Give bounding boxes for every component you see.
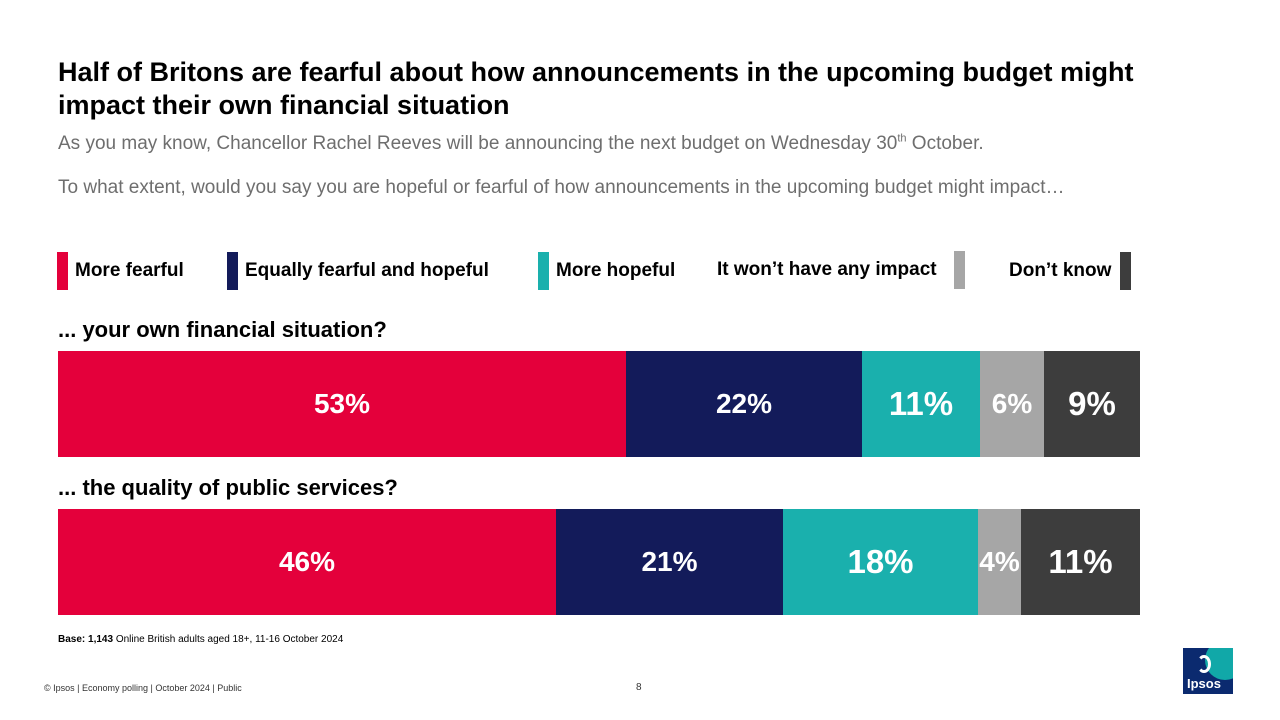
legend-item-equally: Equally fearful and hopeful	[227, 252, 489, 290]
bar-segment-public-more-hopeful: 18%	[783, 509, 978, 615]
legend-label-equally: Equally fearful and hopeful	[245, 260, 489, 281]
bar-segment-public-no-impact: 4%	[978, 509, 1021, 615]
legend-item-more-fearful: More fearful	[57, 252, 184, 290]
data-label-financial-equally: 22%	[715, 388, 773, 419]
base-text: Online British adults aged 18+, 11-16 Oc…	[113, 634, 344, 645]
legend-swatch-no-impact	[953, 251, 965, 289]
footer-copyright: © Ipsos | Economy polling | October 2024…	[44, 683, 242, 693]
bar-segment-public-more-fearful: 46%	[58, 509, 556, 615]
ipsos-logo: Ipsos	[1183, 648, 1233, 694]
page-title: Half of Britons are fearful about how an…	[58, 57, 1134, 120]
bar-segment-financial-no-impact: 6%	[980, 351, 1044, 457]
data-label-public-more-hopeful: 18%	[847, 543, 914, 580]
data-label-public-equally: 21%	[641, 546, 698, 577]
page-number: 8	[636, 682, 642, 693]
legend-swatch-more-hopeful	[538, 252, 549, 290]
subtitle: As you may know, Chancellor Rachel Reeve…	[58, 132, 1178, 156]
subtitle-superscript: th	[897, 132, 907, 145]
bar-segment-financial-equally: 22%	[626, 351, 862, 457]
legend-item-no-impact: It won’t have any impact	[717, 251, 965, 289]
category-label-financial: ... your own financial situation?	[58, 317, 387, 342]
base-note: Base: 1,143 Online British adults aged 1…	[58, 634, 343, 645]
bar-segment-public-dont-know: 11%	[1021, 509, 1140, 615]
legend-item-more-hopeful: More hopeful	[538, 252, 675, 290]
bar-segment-financial-more-hopeful: 11%	[862, 351, 980, 457]
logo-mark-icon	[1197, 655, 1211, 673]
data-label-public-dont-know: 11%	[1048, 543, 1113, 580]
bar-segment-financial-more-fearful: 53%	[58, 351, 626, 457]
data-label-financial-more-fearful: 53%	[313, 388, 371, 419]
data-label-financial-dont-know: 9%	[1068, 385, 1116, 422]
legend-label-dont-know: Don’t know	[1009, 260, 1112, 281]
legend-swatch-dont-know	[1120, 252, 1132, 290]
bar-row-public-services: 46% 21% 18% 4% 11%	[58, 509, 1140, 615]
legend-item-dont-know: Don’t know	[1009, 252, 1132, 290]
bar-segment-public-equally: 21%	[556, 509, 783, 615]
category-label-public-services: ... the quality of public services?	[58, 475, 398, 500]
legend-label-more-fearful: More fearful	[75, 260, 184, 281]
base-label: Base: 1,143	[58, 634, 114, 645]
legend-swatch-more-fearful	[57, 252, 68, 290]
subtitle-text: As you may know, Chancellor Rachel Reeve…	[58, 133, 898, 154]
bar-row-financial: 53% 22% 11% 6% 9%	[58, 351, 1140, 457]
subtitle-end: October.	[906, 133, 984, 154]
question-text: To what extent, would you say you are ho…	[58, 177, 1065, 198]
logo-text: Ipsos	[1187, 676, 1221, 691]
bar-segment-financial-dont-know: 9%	[1044, 351, 1140, 457]
legend-label-no-impact: It won’t have any impact	[717, 259, 937, 280]
data-label-public-no-impact: 4%	[979, 546, 1020, 577]
data-label-public-more-fearful: 46%	[278, 546, 336, 577]
data-label-financial-more-hopeful: 11%	[888, 385, 954, 422]
legend-swatch-equally	[227, 252, 238, 290]
data-label-financial-no-impact: 6%	[991, 388, 1033, 419]
legend-label-more-hopeful: More hopeful	[556, 260, 676, 281]
